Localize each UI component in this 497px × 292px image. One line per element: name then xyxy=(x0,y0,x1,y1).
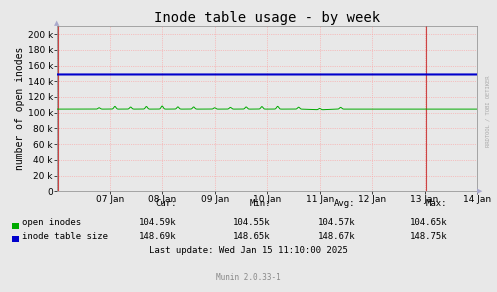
Text: 148.67k: 148.67k xyxy=(318,232,355,241)
Text: ▶: ▶ xyxy=(477,188,483,194)
Title: Inode table usage - by week: Inode table usage - by week xyxy=(154,11,380,25)
Text: inode table size: inode table size xyxy=(22,232,108,241)
Text: open inodes: open inodes xyxy=(22,218,82,227)
Text: Munin 2.0.33-1: Munin 2.0.33-1 xyxy=(216,273,281,282)
Text: Last update: Wed Jan 15 11:10:00 2025: Last update: Wed Jan 15 11:10:00 2025 xyxy=(149,246,348,255)
Text: Max:: Max: xyxy=(426,199,447,208)
Text: 148.69k: 148.69k xyxy=(139,232,176,241)
Text: 104.55k: 104.55k xyxy=(233,218,271,227)
Text: Min:: Min: xyxy=(249,199,271,208)
Text: Cur:: Cur: xyxy=(155,199,176,208)
Text: ▲: ▲ xyxy=(55,20,60,26)
Text: Avg:: Avg: xyxy=(334,199,355,208)
Text: 104.57k: 104.57k xyxy=(318,218,355,227)
Text: RRDTOOL / TOBI OETIKER: RRDTOOL / TOBI OETIKER xyxy=(486,75,491,147)
Text: 148.65k: 148.65k xyxy=(233,232,271,241)
Text: 104.65k: 104.65k xyxy=(410,218,447,227)
Y-axis label: number of open inodes: number of open inodes xyxy=(15,47,25,171)
Text: 148.75k: 148.75k xyxy=(410,232,447,241)
Text: 104.59k: 104.59k xyxy=(139,218,176,227)
